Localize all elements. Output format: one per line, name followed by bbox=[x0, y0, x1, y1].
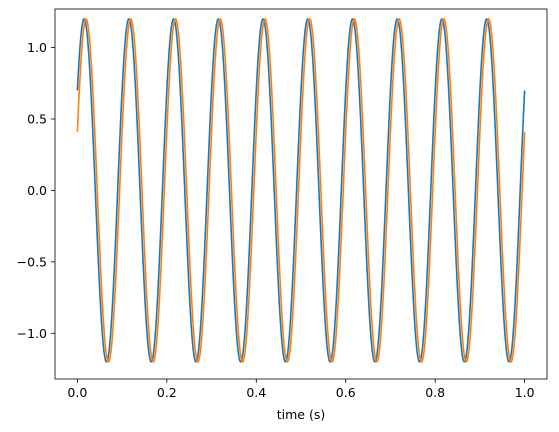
x-tick-label: 0.6 bbox=[336, 385, 356, 400]
axes-frame bbox=[54, 8, 548, 380]
y-axis-ticks: −1.0 −0.5 0.0 0.5 1.0 bbox=[17, 40, 55, 341]
plot-area bbox=[76, 18, 526, 363]
x-tick-label: 0.8 bbox=[425, 385, 445, 400]
y-tick-label: 0.0 bbox=[27, 183, 47, 198]
series-line-1 bbox=[76, 18, 526, 363]
y-tick-label: −0.5 bbox=[17, 254, 47, 269]
x-axis-ticks: 0.0 0.2 0.4 0.6 0.8 1.0 bbox=[67, 379, 535, 400]
x-tick-label: 0.0 bbox=[67, 385, 87, 400]
y-tick-label: 0.5 bbox=[27, 112, 47, 127]
series-line-2 bbox=[76, 18, 526, 363]
x-tick-label: 0.2 bbox=[157, 385, 177, 400]
x-tick-label: 0.4 bbox=[246, 385, 266, 400]
y-tick-label: 1.0 bbox=[27, 40, 47, 55]
x-axis-label: time (s) bbox=[277, 407, 325, 422]
y-tick-label: −1.0 bbox=[17, 326, 47, 341]
x-tick-label: 1.0 bbox=[515, 385, 535, 400]
